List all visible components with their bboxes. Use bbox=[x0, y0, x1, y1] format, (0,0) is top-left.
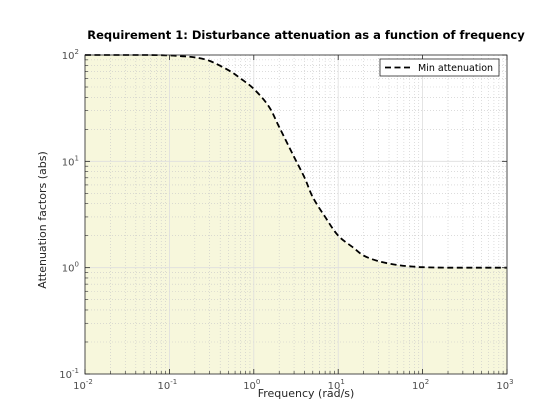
grid-lines bbox=[84, 54, 508, 375]
x-axis-label: Frequency (rad/s) bbox=[258, 387, 355, 400]
legend-entry-label: Min attenuation bbox=[418, 63, 493, 74]
y-tick-label: 100 bbox=[62, 261, 79, 275]
y-tick-label: 101 bbox=[62, 154, 79, 168]
axes-box bbox=[84, 54, 508, 375]
x-tick-label: 10-2 bbox=[73, 378, 93, 392]
chart-title: Requirement 1: Disturbance attenuation a… bbox=[87, 28, 525, 42]
x-tick-label: 10-1 bbox=[158, 378, 178, 392]
series-line-min-attenuation bbox=[84, 54, 507, 269]
x-tick-label: 100 bbox=[243, 378, 260, 392]
x-tick-label: 103 bbox=[496, 378, 513, 392]
legend: Min attenuation bbox=[379, 58, 500, 77]
legend-box bbox=[379, 58, 500, 77]
x-tick-label: 102 bbox=[412, 378, 429, 392]
y-tick-label: 10-1 bbox=[59, 367, 79, 381]
y-tick-label: 102 bbox=[62, 48, 79, 62]
y-axis-label: Attenuation factors (abs) bbox=[36, 151, 49, 288]
shaded-region bbox=[85, 54, 507, 374]
x-tick-label: 101 bbox=[328, 378, 345, 392]
